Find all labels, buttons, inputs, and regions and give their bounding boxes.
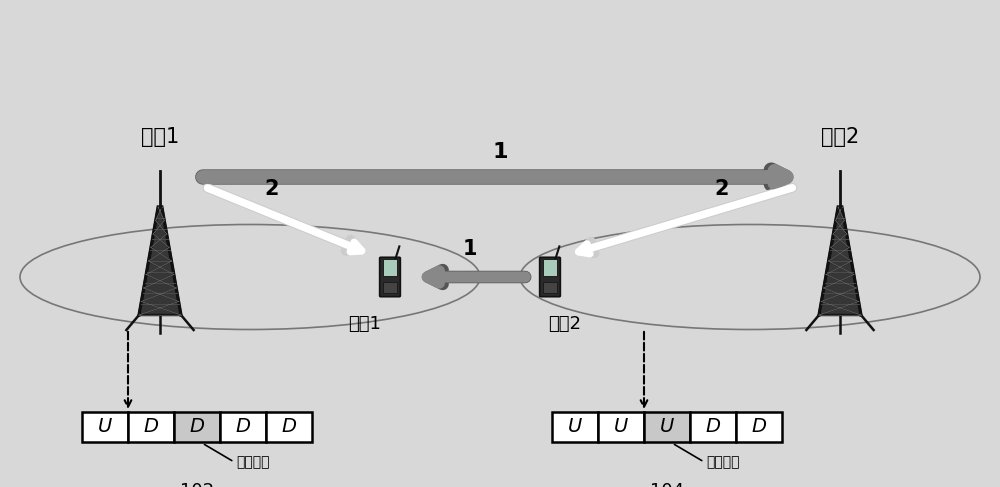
Text: D: D bbox=[144, 417, 158, 436]
Polygon shape bbox=[139, 207, 181, 315]
FancyBboxPatch shape bbox=[380, 257, 400, 297]
Text: 2: 2 bbox=[715, 179, 729, 199]
Bar bbox=[82, 412, 128, 442]
Text: 基站1: 基站1 bbox=[141, 127, 179, 147]
Text: D: D bbox=[236, 417, 251, 436]
Text: 基站2: 基站2 bbox=[821, 127, 859, 147]
Text: D: D bbox=[282, 417, 296, 436]
Bar bbox=[383, 282, 397, 293]
Bar bbox=[552, 412, 598, 442]
FancyBboxPatch shape bbox=[540, 257, 560, 297]
Text: 2: 2 bbox=[265, 179, 279, 199]
Polygon shape bbox=[819, 207, 861, 315]
Bar bbox=[383, 260, 397, 276]
Text: D: D bbox=[706, 417, 720, 436]
Bar bbox=[220, 412, 266, 442]
Text: 下行子帧: 下行子帧 bbox=[236, 455, 270, 469]
Text: 1: 1 bbox=[463, 239, 477, 259]
Text: U: U bbox=[98, 417, 112, 436]
Text: U: U bbox=[568, 417, 582, 436]
Bar bbox=[598, 412, 644, 442]
Text: 终端1: 终端1 bbox=[349, 315, 381, 333]
Bar bbox=[543, 282, 557, 293]
Bar bbox=[128, 412, 174, 442]
Bar bbox=[736, 412, 782, 442]
Text: 上行子帧: 上行子帧 bbox=[706, 455, 740, 469]
Text: 104: 104 bbox=[650, 482, 684, 487]
Text: U: U bbox=[660, 417, 674, 436]
Bar bbox=[174, 412, 220, 442]
Text: 终端2: 终端2 bbox=[548, 315, 582, 333]
Bar bbox=[644, 412, 690, 442]
Text: D: D bbox=[190, 417, 205, 436]
Text: 102: 102 bbox=[180, 482, 214, 487]
Text: U: U bbox=[614, 417, 628, 436]
Text: 1: 1 bbox=[492, 142, 508, 162]
Bar bbox=[690, 412, 736, 442]
Text: D: D bbox=[752, 417, 767, 436]
Bar bbox=[543, 260, 557, 276]
Bar bbox=[266, 412, 312, 442]
